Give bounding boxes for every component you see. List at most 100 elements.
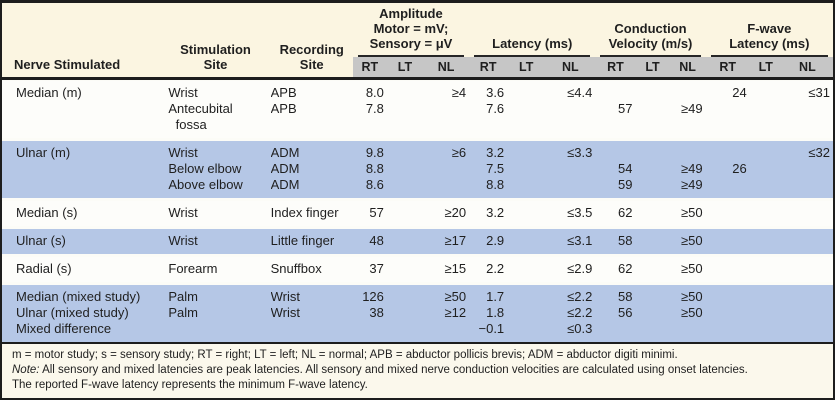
header-line: Latency (ms) bbox=[729, 36, 810, 51]
cell-fw-nl bbox=[781, 226, 833, 254]
cell-lat-lt bbox=[507, 198, 546, 226]
cell-line: ≥15 bbox=[444, 261, 467, 276]
cell-site: Forearm bbox=[160, 254, 263, 282]
cell-rec: ADM ADM ADM bbox=[262, 138, 353, 198]
cell-cv-lt bbox=[635, 254, 670, 282]
cell-line: ≥6 bbox=[451, 145, 467, 160]
cell-line: 8.0 bbox=[365, 85, 384, 100]
cell-lat-lt bbox=[507, 282, 546, 342]
header-line: Sensory = μV bbox=[369, 36, 453, 51]
cell-line: Ulnar (s) bbox=[16, 233, 66, 248]
cell-site: Wrist Antecubital fossa bbox=[160, 80, 263, 138]
cell-site: Palm Palm bbox=[160, 282, 263, 342]
cell-line: 57 bbox=[369, 205, 384, 220]
group-header-amplitude: Amplitude Motor = mV; Sensory = μV bbox=[352, 3, 470, 57]
cell-cv-lt bbox=[635, 282, 670, 342]
cell-fw-nl bbox=[781, 254, 833, 282]
cell-line: Median (s) bbox=[16, 205, 78, 220]
cell-line: ADM bbox=[270, 177, 300, 192]
cell-line: 126 bbox=[362, 289, 384, 304]
cell-amp-lt bbox=[386, 80, 423, 138]
cell-fw-lt bbox=[749, 80, 782, 138]
cell-cv-rt: 54 59 bbox=[595, 138, 636, 198]
cell-site: Wrist Below elbow Above elbow bbox=[160, 138, 263, 198]
header-line: Stimulation bbox=[180, 42, 251, 57]
footnote-note-text: All sensory and mixed latencies are peak… bbox=[42, 364, 748, 376]
cell-lat-rt: 3.2 7.5 8.8 bbox=[469, 138, 508, 198]
cell-line bbox=[708, 145, 747, 161]
cell-nerve: Median (mixed study) Ulnar (mixed study) M… bbox=[2, 282, 161, 342]
cell-line: ≥4 bbox=[451, 85, 467, 100]
cell-cv-rt: 62 bbox=[595, 198, 636, 226]
cell-rec: Snuffbox bbox=[262, 254, 353, 282]
cell-line: Radial (s) bbox=[16, 261, 72, 276]
cell-cv-lt bbox=[635, 226, 670, 254]
footnote-fwave: The reported F-wave latency represents t… bbox=[12, 379, 368, 391]
cell-line: 8.8 bbox=[486, 177, 505, 192]
cell-line: Antecubital bbox=[168, 101, 233, 116]
cell-cv-rt: 58 56 bbox=[595, 282, 636, 342]
subheader-fwave-nl: NL bbox=[781, 57, 833, 80]
cell-lat-nl: ≤3.3 bbox=[545, 138, 596, 198]
cell-cv-lt bbox=[635, 198, 670, 226]
cell-line: Little finger bbox=[270, 233, 335, 248]
cell-line: Index finger bbox=[270, 205, 339, 220]
footnote-abbreviations: m = motor study; s = sensory study; RT =… bbox=[12, 349, 678, 361]
cell-line: Wrist bbox=[168, 233, 198, 248]
cell-nerve: Ulnar (s) bbox=[2, 226, 161, 254]
header-label: Stimulation Site bbox=[168, 42, 262, 72]
cell-line: 58 bbox=[617, 289, 633, 304]
subheader-amplitude-lt: LT bbox=[386, 57, 423, 80]
cell-lat-nl: ≤3.1 bbox=[545, 226, 596, 254]
cell-line: 26 bbox=[732, 161, 747, 176]
cell-amp-rt: 57 bbox=[352, 198, 387, 226]
cell-line bbox=[672, 145, 703, 161]
cell-line bbox=[597, 85, 632, 101]
cell-fw-nl: ≤31 bbox=[781, 80, 833, 138]
cell-line: Snuffbox bbox=[270, 261, 322, 276]
cell-line: Wrist bbox=[168, 205, 198, 220]
table-row-0: Median (m) Wrist Antecubital fossa APB APB 8.… bbox=[2, 80, 833, 138]
cell-line: ≥12 bbox=[444, 305, 467, 320]
cell-amp-lt bbox=[386, 198, 423, 226]
cell-cv-nl: ≥50 ≥50 bbox=[669, 282, 706, 342]
group-header-conduction-velocity: Conduction Velocity (m/s) bbox=[595, 3, 706, 57]
cell-line: 7.5 bbox=[486, 161, 505, 176]
cell-fw-rt bbox=[705, 282, 750, 342]
cell-line: 56 bbox=[617, 305, 633, 320]
cell-lat-rt: 1.7 1.8 −0.1 bbox=[469, 282, 508, 342]
cell-cv-nl: ≥50 bbox=[669, 226, 706, 254]
cell-cv-rt: 62 bbox=[595, 254, 636, 282]
group-underline bbox=[710, 55, 828, 57]
column-header-nerve-stimulated: Nerve Stimulated bbox=[2, 3, 161, 80]
cell-fw-rt: 24 bbox=[705, 80, 750, 138]
cell-nerve: Median (s) bbox=[2, 198, 161, 226]
cell-line: Median (mixed study) bbox=[16, 289, 141, 304]
header-line: Site bbox=[203, 57, 228, 72]
cell-line: 58 bbox=[617, 233, 633, 248]
cell-line: ≤0.3 bbox=[567, 321, 593, 336]
cell-line: 57 bbox=[617, 101, 633, 116]
cell-line: Palm bbox=[168, 289, 198, 304]
cell-line: 3.2 bbox=[486, 205, 505, 220]
cell-line: 8.6 bbox=[365, 177, 384, 192]
cell-line: Ulnar (m) bbox=[16, 145, 71, 160]
cell-amp-lt bbox=[386, 226, 423, 254]
cell-fw-nl bbox=[781, 198, 833, 226]
cell-line: ≤3.3 bbox=[567, 145, 593, 160]
cell-fw-rt: 26 bbox=[705, 138, 750, 198]
cell-line: 54 bbox=[617, 161, 633, 176]
footnote-note-label: Note: bbox=[12, 364, 40, 376]
column-header-stimulation-site: Stimulation Site bbox=[160, 3, 263, 80]
cell-amp-nl: ≥4 bbox=[422, 80, 470, 138]
cell-rec: Index finger bbox=[262, 198, 353, 226]
subheader-velocity-rt: RT bbox=[595, 57, 636, 80]
cell-cv-lt bbox=[635, 80, 670, 138]
cell-line: 62 bbox=[617, 261, 633, 276]
subheader-latency-nl: NL bbox=[545, 57, 596, 80]
cell-line: 62 bbox=[617, 205, 633, 220]
cell-line: Palm bbox=[168, 305, 198, 320]
cell-fw-nl: ≤32 bbox=[781, 138, 833, 198]
cell-lat-rt: 3.6 7.6 bbox=[469, 80, 508, 138]
header-line: Site bbox=[299, 57, 324, 72]
